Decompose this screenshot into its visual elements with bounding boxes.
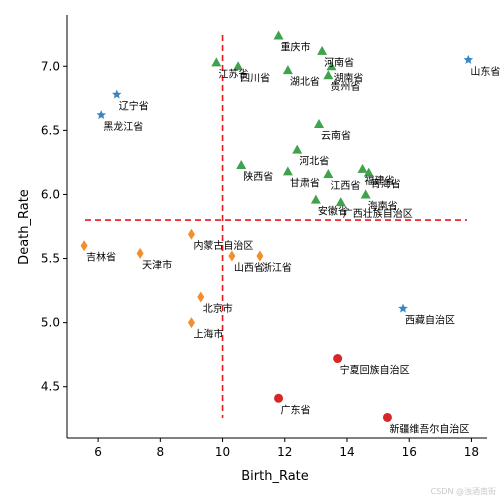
point-label: 贵州省 — [330, 80, 360, 93]
point-label: 甘肃省 — [290, 176, 320, 189]
point-label: 宁夏回族自治区 — [340, 364, 410, 377]
point-label: 广西壮族自治区 — [343, 207, 413, 220]
triangle-marker — [323, 70, 334, 80]
triangle-marker — [233, 61, 244, 71]
point-label: 湖南省 — [333, 71, 363, 84]
y-tick-label: 5.0 — [41, 316, 60, 330]
triangle-marker — [363, 167, 374, 177]
x-tick-label: 18 — [464, 445, 479, 459]
diamond-marker — [187, 317, 195, 329]
triangle-marker — [357, 163, 368, 173]
circle-marker — [382, 412, 392, 422]
circle-marker — [274, 393, 284, 403]
point-label: 山东省 — [470, 65, 500, 78]
x-tick-label: 16 — [402, 445, 417, 459]
star-marker — [463, 54, 474, 64]
point-label: 上海市 — [193, 328, 223, 341]
point-label: 辽宁省 — [119, 99, 149, 112]
triangle-marker — [360, 189, 371, 199]
triangle-marker — [317, 45, 328, 55]
point-label: 内蒙古自治区 — [193, 239, 253, 252]
point-label: 浙江省 — [262, 261, 292, 274]
y-tick-label: 7.0 — [41, 59, 60, 73]
y-tick-label: 6.0 — [41, 187, 60, 201]
axes: 6 8 10 12 14 16 18 4.5 5.0 5.5 6.0 6.5 7.0 — [41, 15, 487, 459]
data-points — [80, 30, 474, 422]
point-label: 重庆市 — [281, 41, 311, 54]
x-tick-label: 10 — [215, 445, 230, 459]
point-label: 河南省 — [324, 56, 354, 69]
triangle-marker — [282, 166, 293, 176]
triangle-marker — [236, 159, 247, 169]
diamond-marker — [256, 250, 264, 262]
triangle-marker — [335, 197, 346, 207]
diamond-marker — [136, 247, 144, 259]
point-label: 江苏省 — [218, 67, 248, 80]
x-tick-label: 14 — [339, 445, 354, 459]
point-label: 河北省 — [299, 155, 329, 168]
x-tick-label: 6 — [94, 445, 102, 459]
point-label: 西藏自治区 — [405, 314, 455, 327]
y-tick-label: 5.5 — [41, 252, 60, 266]
point-label: 云南省 — [321, 129, 351, 142]
triangle-marker — [314, 118, 324, 128]
point-label: 天津市 — [142, 258, 172, 271]
point-label: 四川省 — [240, 71, 270, 84]
star-marker — [398, 303, 408, 313]
point-label: 吉林省 — [86, 251, 116, 264]
circle-marker — [333, 354, 343, 364]
diamond-marker — [197, 291, 205, 303]
point-label: 青海省 — [371, 178, 401, 191]
point-label: 北京市 — [203, 302, 233, 315]
y-axis-label: Death_Rate — [17, 189, 32, 265]
point-label: 黑龙江省 — [103, 120, 143, 133]
triangle-marker — [282, 65, 293, 75]
star-marker — [112, 89, 122, 99]
reference-lines — [85, 35, 467, 418]
watermark: CSDN @浊酒南街 — [430, 487, 496, 496]
triangle-marker — [326, 61, 337, 71]
triangle-marker — [323, 168, 334, 178]
point-label: 山西省 — [234, 261, 264, 274]
point-label: 湖北省 — [290, 75, 320, 88]
diamond-marker — [228, 250, 236, 262]
triangle-marker — [292, 144, 303, 154]
diamond-marker — [187, 228, 195, 240]
triangle-marker — [273, 30, 284, 40]
point-label: 安徽省 — [318, 205, 348, 218]
point-label: 陕西省 — [243, 170, 273, 183]
point-label: 福建省 — [365, 174, 395, 187]
x-tick-label: 8 — [157, 445, 165, 459]
y-tick-label: 4.5 — [41, 380, 60, 394]
point-label: 广东省 — [281, 403, 311, 416]
diamond-marker — [80, 240, 88, 252]
triangle-marker — [211, 57, 222, 67]
x-tick-label: 12 — [277, 445, 292, 459]
point-label: 江西省 — [330, 179, 360, 192]
point-label: 新疆维吾尔自治区 — [389, 422, 469, 435]
point-label: 海南省 — [368, 199, 398, 212]
star-marker — [96, 110, 106, 119]
y-tick-label: 6.5 — [41, 123, 60, 137]
x-axis-label: Birth_Rate — [241, 469, 309, 484]
triangle-marker — [310, 194, 321, 204]
